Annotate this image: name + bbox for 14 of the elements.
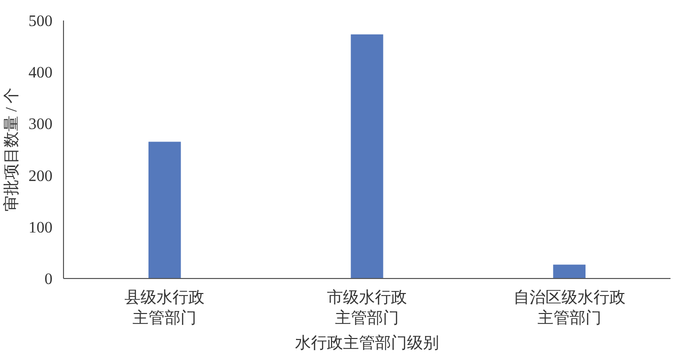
y-tick-label: 500 <box>28 13 52 30</box>
y-axis-title: 审批项目数量 / 个 <box>2 87 20 212</box>
bar <box>148 142 181 278</box>
x-tick-label: 县级水行政主管部门 <box>124 288 205 327</box>
bar <box>553 264 586 278</box>
x-axis-title: 水行政主管部门级别 <box>295 334 439 352</box>
y-tick-label: 0 <box>44 271 52 288</box>
y-tick-label: 100 <box>28 219 52 236</box>
x-tick-label: 市级水行政主管部门 <box>327 288 407 327</box>
y-tick-label: 300 <box>28 116 52 134</box>
bar <box>350 34 384 278</box>
y-tick-label: 200 <box>28 168 52 185</box>
y-tick-label: 400 <box>28 64 52 82</box>
x-tick-label: 自治区级水行政主管部门 <box>513 288 626 327</box>
